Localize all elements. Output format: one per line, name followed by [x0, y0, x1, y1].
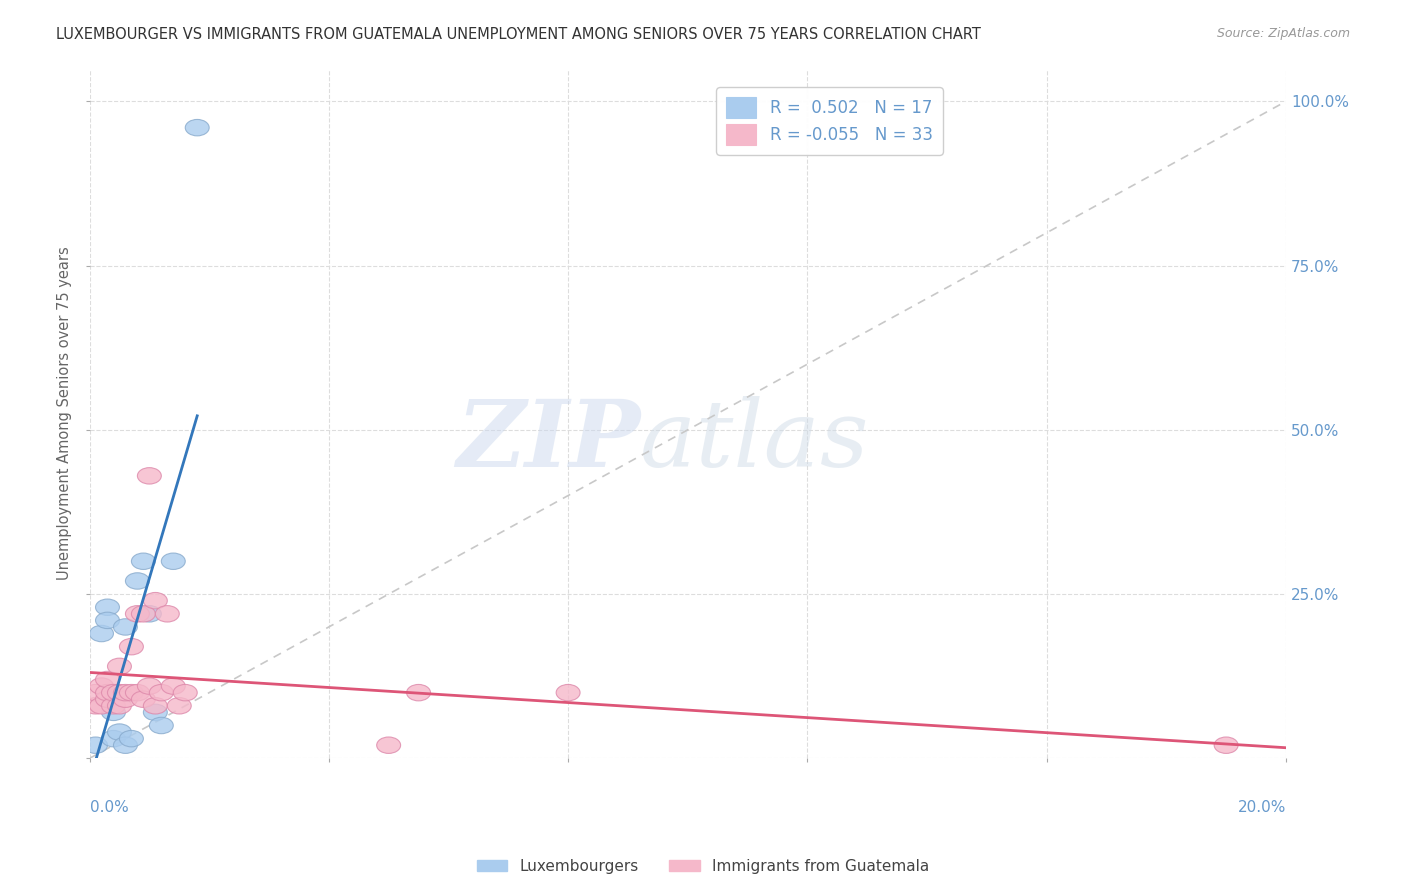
Ellipse shape — [101, 684, 125, 701]
Ellipse shape — [90, 625, 114, 641]
Ellipse shape — [1215, 737, 1239, 754]
Ellipse shape — [101, 704, 125, 721]
Ellipse shape — [83, 684, 107, 701]
Text: 20.0%: 20.0% — [1237, 800, 1286, 814]
Ellipse shape — [173, 684, 197, 701]
Ellipse shape — [149, 717, 173, 734]
Ellipse shape — [557, 684, 581, 701]
Ellipse shape — [96, 612, 120, 629]
Ellipse shape — [83, 698, 107, 714]
Ellipse shape — [131, 691, 155, 707]
Ellipse shape — [125, 684, 149, 701]
Ellipse shape — [101, 698, 125, 714]
Ellipse shape — [125, 573, 149, 590]
Ellipse shape — [143, 704, 167, 721]
Ellipse shape — [114, 691, 138, 707]
Ellipse shape — [131, 606, 155, 622]
Ellipse shape — [107, 658, 131, 674]
Ellipse shape — [90, 678, 114, 694]
Ellipse shape — [186, 120, 209, 136]
Ellipse shape — [120, 639, 143, 655]
Text: ZIP: ZIP — [456, 396, 640, 486]
Ellipse shape — [107, 698, 131, 714]
Ellipse shape — [162, 553, 186, 569]
Ellipse shape — [406, 684, 430, 701]
Ellipse shape — [114, 619, 138, 635]
Ellipse shape — [138, 678, 162, 694]
Ellipse shape — [167, 698, 191, 714]
Text: LUXEMBOURGER VS IMMIGRANTS FROM GUATEMALA UNEMPLOYMENT AMONG SENIORS OVER 75 YEA: LUXEMBOURGER VS IMMIGRANTS FROM GUATEMAL… — [56, 27, 981, 42]
Ellipse shape — [96, 691, 120, 707]
Ellipse shape — [162, 678, 186, 694]
Ellipse shape — [149, 684, 173, 701]
Legend: R =  0.502   N = 17, R = -0.055   N = 33: R = 0.502 N = 17, R = -0.055 N = 33 — [716, 87, 942, 154]
Legend: Luxembourgers, Immigrants from Guatemala: Luxembourgers, Immigrants from Guatemala — [471, 853, 935, 880]
Ellipse shape — [143, 592, 167, 609]
Ellipse shape — [155, 606, 180, 622]
Ellipse shape — [114, 737, 138, 754]
Text: 0.0%: 0.0% — [90, 800, 128, 814]
Ellipse shape — [96, 599, 120, 615]
Ellipse shape — [131, 553, 155, 569]
Y-axis label: Unemployment Among Seniors over 75 years: Unemployment Among Seniors over 75 years — [58, 246, 72, 581]
Ellipse shape — [138, 467, 162, 484]
Ellipse shape — [125, 606, 149, 622]
Ellipse shape — [96, 684, 120, 701]
Ellipse shape — [101, 731, 125, 747]
Ellipse shape — [120, 731, 143, 747]
Ellipse shape — [90, 698, 114, 714]
Text: Source: ZipAtlas.com: Source: ZipAtlas.com — [1216, 27, 1350, 40]
Text: atlas: atlas — [640, 396, 869, 486]
Ellipse shape — [377, 737, 401, 754]
Ellipse shape — [114, 684, 138, 701]
Ellipse shape — [96, 672, 120, 688]
Ellipse shape — [143, 698, 167, 714]
Ellipse shape — [120, 684, 143, 701]
Ellipse shape — [138, 606, 162, 622]
Ellipse shape — [107, 684, 131, 701]
Ellipse shape — [107, 724, 131, 740]
Ellipse shape — [83, 737, 107, 754]
